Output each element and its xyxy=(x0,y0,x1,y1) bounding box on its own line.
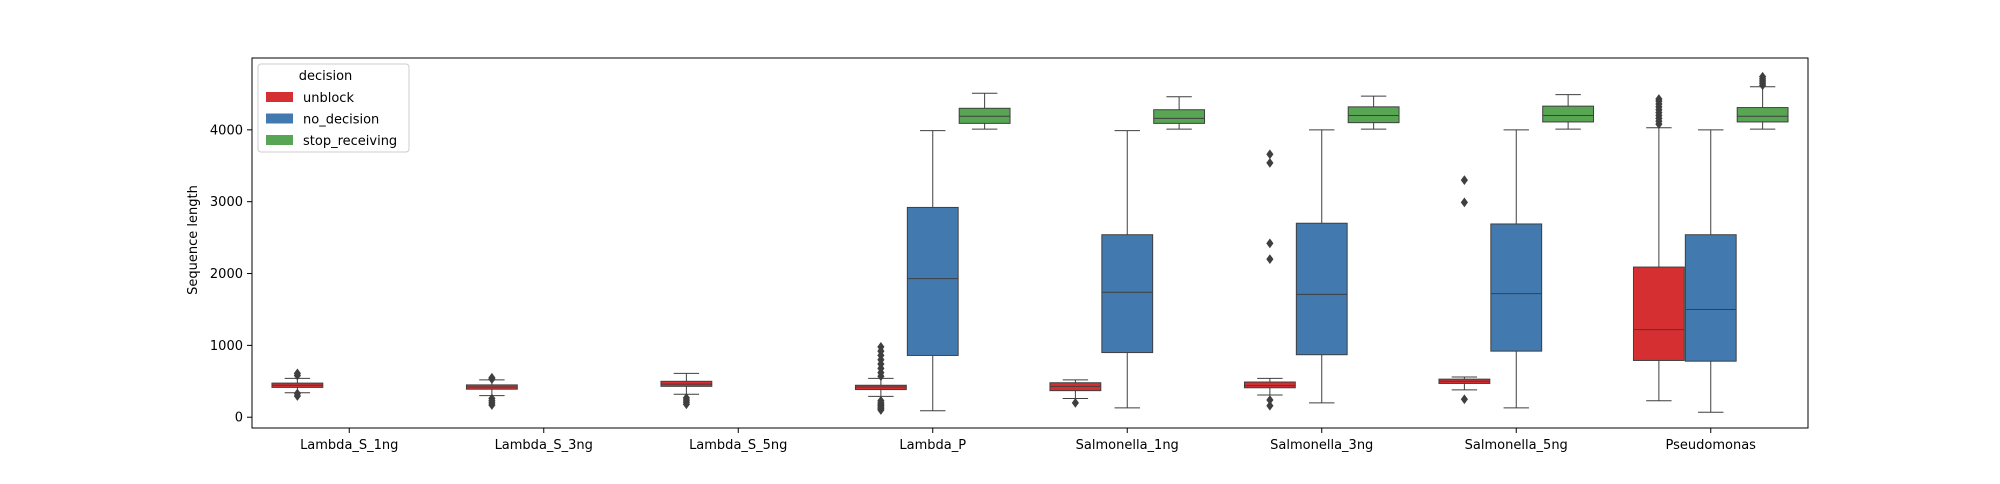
box-no-decision-salmonella-1ng xyxy=(1101,130,1154,409)
box-iqr xyxy=(1101,234,1154,354)
outlier-point xyxy=(1071,397,1079,408)
box-unblock-lambda-s-1ng xyxy=(271,368,324,401)
legend-swatch-unblock xyxy=(266,92,293,102)
box-iqr xyxy=(1684,234,1737,362)
box-stop-receiving-pseudomonas xyxy=(1736,71,1789,130)
x-tick-label-lambda-s-1ng: Lambda_S_1ng xyxy=(300,438,398,453)
box-unblock-salmonella-5ng xyxy=(1438,175,1491,405)
outlier-point xyxy=(1266,254,1274,265)
y-tick-label: 3000 xyxy=(210,195,243,210)
outlier-point xyxy=(1460,175,1468,185)
outlier-point xyxy=(877,395,885,406)
outlier-point xyxy=(877,341,885,352)
legend-swatch-no-decision xyxy=(266,113,293,124)
box-stop-receiving-salmonella-1ng xyxy=(1153,96,1206,130)
x-tick-label-pseudomonas: Pseudomonas xyxy=(1666,438,1757,453)
y-tick-label: 2000 xyxy=(210,267,243,282)
outlier-point xyxy=(1460,197,1468,208)
y-tick-label: 1000 xyxy=(210,339,243,354)
box-no-decision-salmonella-5ng xyxy=(1490,129,1543,409)
outlier-point xyxy=(1266,395,1274,405)
x-tick-label-lambda-s-3ng: Lambda_S_3ng xyxy=(495,438,593,453)
box-unblock-pseudomonas xyxy=(1632,94,1685,402)
box-stop-receiving-salmonella-5ng xyxy=(1542,94,1595,130)
box-no-decision-lambda-p xyxy=(906,130,959,412)
legend-label-no-decision: no_decision xyxy=(303,113,379,128)
outlier-point xyxy=(1266,158,1274,168)
y-axis-label: Sequence length xyxy=(186,185,201,295)
box-unblock-lambda-s-3ng xyxy=(465,372,518,410)
box-unblock-lambda-p xyxy=(854,341,907,415)
x-tick-label-salmonella-1ng: Salmonella_1ng xyxy=(1076,438,1179,453)
box-iqr xyxy=(906,206,959,356)
outlier-point xyxy=(293,388,301,399)
plot-frame xyxy=(251,57,1809,429)
x-tick-label-lambda-p: Lambda_P xyxy=(899,438,966,453)
outlier-point xyxy=(488,393,496,404)
legend-label-stop-receiving: stop_receiving xyxy=(303,134,397,149)
box-iqr xyxy=(1243,381,1296,389)
legend: decision unblock no_decision stop_receiving xyxy=(257,63,410,153)
box-iqr xyxy=(1542,105,1595,123)
legend-label-unblock: unblock xyxy=(303,91,354,106)
outlier-point xyxy=(488,372,496,383)
x-tick-label-lambda-s-5ng: Lambda_S_5ng xyxy=(689,438,787,453)
x-tick-label-salmonella-3ng: Salmonella_3ng xyxy=(1270,438,1373,453)
box-unblock-salmonella-3ng xyxy=(1243,149,1296,411)
y-tick-label: 4000 xyxy=(210,123,243,138)
box-no-decision-pseudomonas xyxy=(1684,129,1737,413)
outlier-point xyxy=(1266,149,1274,160)
x-tick-label-salmonella-5ng: Salmonella_5ng xyxy=(1465,438,1568,453)
box-unblock-lambda-s-5ng xyxy=(660,372,713,410)
outlier-point xyxy=(293,368,301,379)
outlier-point xyxy=(1460,394,1468,405)
outlier-point xyxy=(1759,71,1767,82)
box-iqr xyxy=(1295,222,1348,356)
outlier-point xyxy=(1266,238,1274,249)
box-unblock-salmonella-1ng xyxy=(1049,379,1102,408)
outlier-point xyxy=(1655,94,1663,104)
legend-frame xyxy=(257,63,410,153)
box-iqr xyxy=(1632,266,1685,361)
box-iqr xyxy=(1347,106,1400,124)
legend-title: decision xyxy=(299,69,353,84)
legend-swatch-stop-receiving xyxy=(266,135,293,145)
box-stop-receiving-salmonella-3ng xyxy=(1347,95,1400,130)
outlier-point xyxy=(1266,400,1274,411)
box-stop-receiving-lambda-p xyxy=(958,92,1011,130)
outlier-point xyxy=(682,392,690,403)
box-iqr xyxy=(1490,223,1543,352)
box-iqr xyxy=(1736,107,1789,123)
box-no-decision-salmonella-3ng xyxy=(1295,129,1348,404)
y-tick-label: 0 xyxy=(235,411,243,426)
box-iqr xyxy=(1153,109,1206,124)
